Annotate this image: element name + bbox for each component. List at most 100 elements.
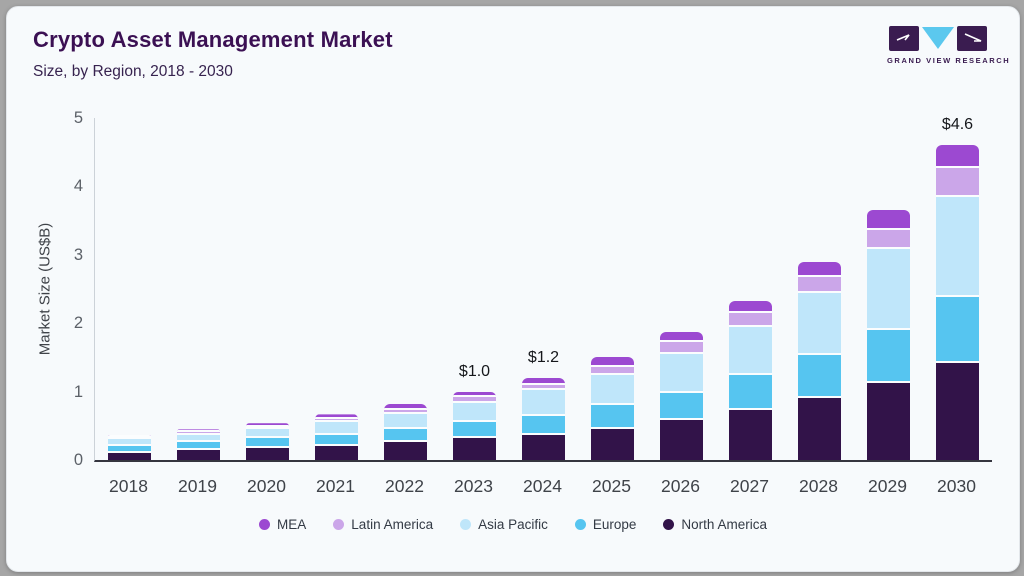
bar-segment-mea [522, 377, 565, 385]
legend-label: Asia Pacific [478, 517, 548, 532]
bar-value-label-2023: $1.0 [458, 362, 491, 380]
chart-legend: MEA Latin America Asia Pacific Europe North … [7, 517, 1019, 532]
bar-segment-europe [246, 438, 289, 448]
bar-segment-asia-pacific [729, 326, 772, 375]
bar-segment-mea [660, 332, 703, 342]
bar-segment-europe [453, 422, 496, 439]
bar-segment-europe [591, 405, 634, 430]
bar-segment-north-america [729, 410, 772, 460]
legend-item-asia-pacific: Asia Pacific [460, 517, 548, 532]
bar-segment-mea [384, 403, 427, 411]
x-axis-label-2027: 2027 [730, 476, 769, 496]
bar-segment-mea [108, 434, 151, 437]
bar-segment-north-america [936, 362, 979, 460]
x-axis-label-2022: 2022 [385, 476, 424, 496]
bar-segment-mea [798, 261, 841, 277]
stacked-bar-2030 [936, 145, 979, 460]
bar-segment-north-america [315, 445, 358, 460]
bar-segment-asia-pacific [108, 438, 151, 446]
bar-segment-europe [867, 330, 910, 383]
bar-segment-mea [591, 357, 634, 367]
stacked-bar-2026 [660, 332, 703, 460]
stacked-bar-2018 [108, 434, 151, 460]
bar-value-label-2030: $4.6 [941, 116, 974, 134]
bar-segment-europe [936, 296, 979, 363]
stacked-bar-2020 [246, 423, 289, 460]
legend-label: Latin America [351, 517, 434, 532]
y-axis-tick-label: 3 [73, 245, 83, 264]
x-axis-label-2023: 2023 [454, 476, 493, 496]
y-axis-tick-label: 5 [73, 109, 83, 127]
bar-segment-latin-america [453, 397, 496, 404]
bar-segment-europe [798, 354, 841, 399]
y-axis-tick-label: 1 [73, 382, 83, 401]
stacked-bar-2028 [798, 261, 841, 460]
legend-label: Europe [592, 517, 637, 532]
bar-segment-north-america [108, 453, 151, 460]
stacked-bar-2021 [315, 414, 358, 460]
y-axis-tick-label: 2 [73, 314, 83, 333]
bar-segment-mea [729, 301, 772, 313]
grand-view-research-logo: GRAND VIEW RESEARCH [887, 26, 1011, 65]
bar-segment-latin-america [384, 410, 427, 414]
stacked-bar-2029 [867, 210, 910, 460]
bar-segment-latin-america [522, 384, 565, 390]
bar-segment-latin-america [867, 229, 910, 250]
bar-segment-north-america [522, 434, 565, 460]
bar-segment-latin-america [108, 436, 151, 439]
stacked-bar-2022 [384, 403, 427, 460]
bar-segment-europe [108, 445, 151, 454]
stacked-bar-2024 [522, 377, 565, 460]
y-axis-ticks: 0 1 2 3 4 5 [47, 109, 83, 469]
bar-segment-mea [867, 210, 910, 230]
legend-label: North America [681, 517, 767, 532]
page-subtitle: Size, by Region, 2018 - 2030 [33, 63, 233, 80]
y-axis-tick-label: 4 [73, 177, 83, 196]
plot-area: $1.0 $1.2 $4.6 [94, 116, 992, 462]
bar-segment-latin-america [591, 367, 634, 376]
bar-segment-mea [315, 414, 358, 419]
page-title: Crypto Asset Management Market [33, 27, 393, 52]
bar-segment-europe [384, 429, 427, 442]
x-axis-labels: 2018 2019 2020 2021 2022 2023 2024 2025 2026 2027… [94, 476, 991, 500]
x-axis-label-2025: 2025 [592, 476, 631, 496]
x-axis-label-2028: 2028 [799, 476, 838, 496]
legend-color-dot [333, 519, 345, 530]
bar-segment-mea [177, 429, 220, 432]
bar-segment-asia-pacific [867, 249, 910, 331]
x-axis-label-2019: 2019 [178, 476, 217, 496]
bar-segment-north-america [591, 429, 634, 460]
stacked-bar-2025 [591, 357, 634, 460]
bar-segment-latin-america [660, 341, 703, 354]
legend-item-europe: Europe [574, 517, 637, 532]
bar-segment-north-america [453, 438, 496, 460]
bar-segment-asia-pacific [384, 413, 427, 430]
legend-color-dot [460, 519, 472, 530]
bar-segment-asia-pacific [936, 196, 979, 297]
bar-segment-north-america [246, 447, 289, 460]
bar-segment-latin-america [246, 426, 289, 430]
x-axis-label-2029: 2029 [868, 476, 907, 496]
bar-segment-mea [453, 391, 496, 398]
bar-segment-latin-america [798, 276, 841, 294]
y-axis-tick-label: 0 [73, 451, 83, 469]
logo-text: GRAND VIEW RESEARCH [887, 56, 1011, 65]
legend-item-latin-america: Latin America [333, 517, 433, 532]
x-axis-label-2020: 2020 [247, 476, 286, 496]
legend-label: MEA [277, 517, 307, 532]
x-axis-label-2018: 2018 [109, 476, 148, 496]
bar-segment-asia-pacific [246, 429, 289, 439]
bar-segment-asia-pacific [522, 389, 565, 416]
bar-segment-europe [315, 434, 358, 446]
chart-card: Crypto Asset Management Market Size, by … [6, 6, 1020, 572]
bar-segment-europe [522, 415, 565, 435]
bar-segment-north-america [660, 420, 703, 460]
x-axis-label-2030: 2030 [937, 476, 976, 496]
bar-segment-asia-pacific [591, 375, 634, 406]
bar-segment-north-america [798, 398, 841, 460]
bar-segment-asia-pacific [798, 293, 841, 355]
legend-color-dot [574, 519, 586, 530]
bar-segment-latin-america [177, 431, 220, 435]
bar-segment-latin-america [936, 167, 979, 197]
stacked-bar-2023 [453, 391, 496, 460]
